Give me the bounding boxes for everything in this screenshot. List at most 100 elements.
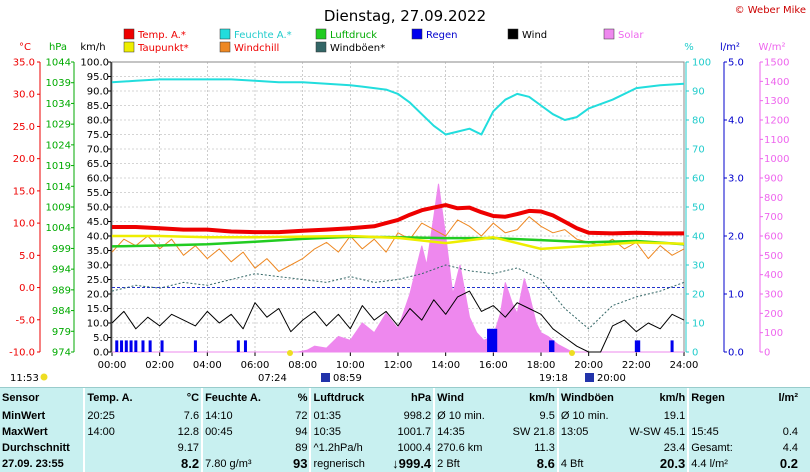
summary-cell: ↓999.4 [392, 456, 432, 471]
summary-cell: 0.2 [779, 456, 798, 471]
temp-axis-tick-label: 30.0 [13, 90, 35, 101]
summary-cell: 8.6 [536, 456, 555, 471]
solar-axis-tick-label: 1300 [764, 96, 789, 107]
solar-axis-tick-label: 500 [764, 251, 783, 262]
rain-bar [491, 328, 495, 352]
rain-axis-tick-label: 3.0 [728, 174, 744, 185]
summary-cell: 10:35 [309, 424, 385, 440]
summary-cell: 00:45 [201, 424, 277, 440]
pressure-axis-tick-label: 1044 [46, 58, 71, 69]
rain-bar [637, 340, 641, 352]
humidity-axis-tick-label: 70 [692, 145, 705, 156]
moonset-icon [40, 373, 48, 381]
summary-header-cell: km/h [659, 392, 686, 404]
solar-axis-tick-label: 800 [764, 193, 783, 204]
legend-swatch [123, 41, 135, 53]
x-tick-label: 16:00 [479, 360, 508, 371]
legend-label: Luftdruck [330, 30, 377, 41]
summary-cell [201, 440, 277, 456]
x-tick-label: 04:00 [193, 360, 222, 371]
solar-axis-unit: W/m² [758, 42, 785, 53]
pressure-axis-tick-label: 999 [52, 244, 71, 255]
summary-cell: 11.3 [534, 442, 555, 454]
rain-bar [489, 328, 493, 352]
summary-cell: 0.4 [782, 426, 798, 438]
wind-axis-tick-label: 30.0 [87, 261, 109, 272]
series-solar-area [112, 183, 684, 353]
rain-axis-tick-label: 1.0 [728, 290, 744, 301]
summary-cell: 1001.7 [397, 426, 432, 438]
rain-axis-tick-label: 5.0 [728, 58, 744, 69]
summary-header-cell: km/h [529, 392, 555, 404]
summary-cell: 270.6 km [433, 440, 504, 456]
summary-cell [83, 440, 159, 456]
pressure-axis-tick-label: 1009 [46, 203, 71, 214]
pressure-axis-tick-label: 1024 [46, 140, 71, 151]
sunset-moon-icon [569, 350, 575, 356]
humidity-axis-tick-label: 90 [692, 87, 705, 98]
legend-label: Windböen* [330, 43, 385, 54]
summary-header-cell: l/m² [778, 392, 798, 404]
rain-bar [129, 340, 133, 352]
summary-cell [757, 408, 800, 424]
y-axes: 35.0 30.0 25.0 20.0 15.0 10.0 5.0 0.0 -5.0 -10.0 1… [9, 58, 789, 359]
legend-swatch [315, 41, 327, 53]
temp-axis-tick-label: -10.0 [9, 348, 35, 359]
solar-axis-tick-label: 1200 [764, 116, 789, 127]
summary-cell: 20:25 [83, 408, 159, 424]
temp-axis-tick-label: 10.0 [13, 219, 35, 230]
x-tick-label: 02:00 [145, 360, 174, 371]
humidity-axis-tick-label: 30 [692, 261, 705, 272]
series-line [111, 290, 685, 353]
pressure-axis-tick-label: 989 [52, 285, 71, 296]
sunset-label: 20:00 [597, 373, 626, 384]
temp-axis-tick-label: 0.0 [19, 283, 35, 294]
moonset-label: 11:53 [10, 373, 39, 384]
copyright-text: © Weber Mike [735, 5, 806, 16]
humidity-axis-tick-label: 50 [692, 203, 705, 214]
humidity-axis-tick-label: 60 [692, 174, 705, 185]
wind-axis-tick-label: 15.0 [87, 304, 109, 315]
solar-axis-tick-label: 900 [764, 174, 783, 185]
humidity-axis-tick-label: 40 [692, 232, 705, 243]
rain-bar [141, 340, 145, 352]
summary-row-avg: Durchschnitt 9.17 89 ^1.2hPa/h 1000.4 27… [0, 440, 800, 456]
x-tick-label: 20:00 [574, 360, 603, 371]
summary-header-cell: Luftdruck [309, 388, 385, 408]
sunset-icon [585, 373, 594, 382]
wind-axis-tick-label: 10.0 [87, 319, 109, 330]
series-line [112, 234, 685, 251]
legend-swatch [603, 28, 615, 40]
series-line [112, 203, 684, 236]
humidity-axis-tick-label: 100 [692, 58, 711, 69]
summary-cell: 72 [295, 410, 308, 422]
rain-bar [115, 340, 119, 352]
summary-cell: 14:10 [201, 408, 277, 424]
pressure-axis-tick-label: 1039 [46, 78, 71, 89]
wind-axis-tick-label: 85.0 [87, 101, 109, 112]
summary-cell: 14:35 [433, 424, 504, 440]
summary-cell: Ø 10 min. [433, 408, 504, 424]
weather-chart: Dienstag, 27.09.2022 © Weber Mike Temp. … [9, 5, 806, 384]
legend-label: Wind [522, 30, 547, 41]
solar-axis-tick-label: 1100 [764, 135, 789, 146]
summary-cell: 93 [293, 456, 308, 471]
wind-axis-tick-label: 20.0 [87, 290, 109, 301]
summary-cell [687, 408, 757, 424]
summary-cell: 4.4 l/m² [687, 456, 757, 472]
temp-axis-tick-label: 20.0 [13, 154, 35, 165]
solar-axis-tick-label: 300 [764, 290, 783, 301]
rain-bar [551, 340, 555, 352]
moonrise-label: 07:24 [258, 373, 287, 384]
wind-axis-tick-label: 25.0 [87, 275, 109, 286]
wind-axis-tick-label: 90.0 [87, 87, 109, 98]
humidity-axis-unit: % [684, 42, 694, 53]
sunset-left-label: 19:18 [539, 373, 568, 384]
summary-cell: 9.5 [539, 410, 555, 422]
summary-cell: 13:05 [556, 424, 628, 440]
pressure-axis-tick-label: 1034 [46, 99, 71, 110]
legend: Temp. A.* Feuchte A.* Luftdruck Regen Wind So… [123, 28, 644, 54]
summary-header-cell: hPa [410, 392, 432, 404]
chart-title: Dienstag, 27.09.2022 [324, 7, 486, 25]
pressure-axis-tick-label: 1019 [46, 161, 71, 172]
